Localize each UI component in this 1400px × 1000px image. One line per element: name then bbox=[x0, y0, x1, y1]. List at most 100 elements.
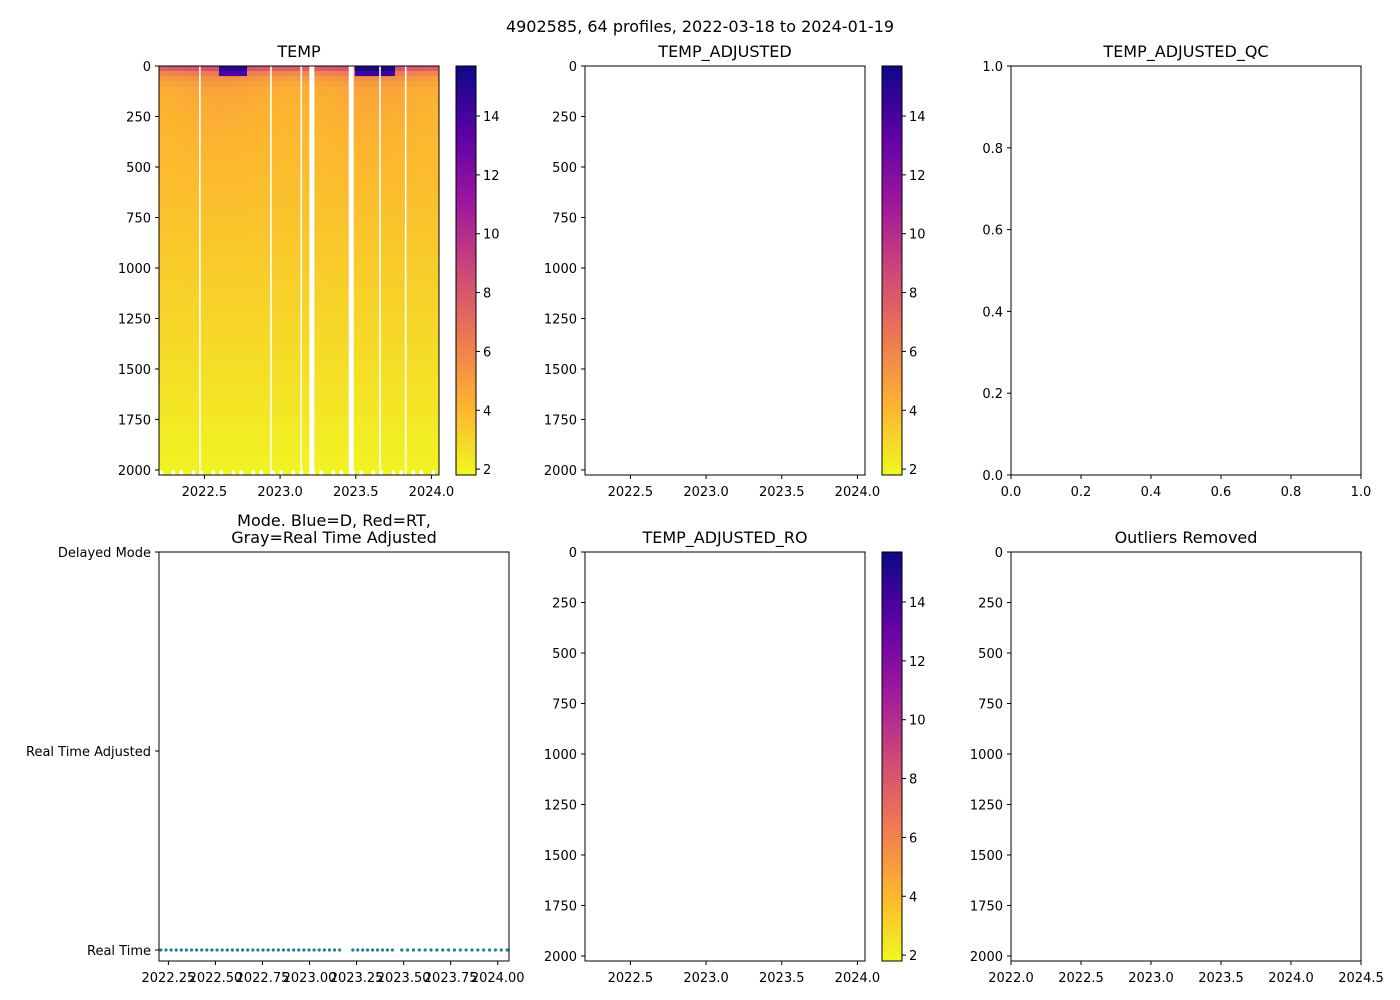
heatmap-cell bbox=[303, 298, 308, 304]
heatmap-cell bbox=[343, 247, 348, 254]
heatmap-cell bbox=[267, 288, 272, 294]
heatmap-cell bbox=[171, 252, 176, 259]
heatmap-cell bbox=[319, 363, 324, 370]
heatmap-cell bbox=[355, 202, 360, 208]
heatmap-cell bbox=[167, 121, 172, 128]
heatmap-cell bbox=[183, 182, 188, 188]
heatmap-cell bbox=[323, 394, 328, 400]
heatmap-cell bbox=[175, 91, 180, 97]
heatmap-cell bbox=[315, 469, 320, 475]
heatmap-cell bbox=[271, 358, 276, 365]
heatmap-cell bbox=[171, 207, 176, 214]
heatmap-cell bbox=[367, 459, 372, 466]
heatmap-cell bbox=[171, 348, 176, 355]
heatmap-cell bbox=[167, 409, 172, 416]
heatmap-cell bbox=[371, 283, 376, 289]
heatmap-cell bbox=[283, 469, 288, 475]
heatmap-cell bbox=[363, 166, 368, 173]
heatmap-cell bbox=[167, 308, 172, 315]
heatmap-cell bbox=[355, 161, 360, 168]
heatmap-cell bbox=[395, 96, 400, 102]
heatmap-cell bbox=[247, 424, 252, 431]
heatmap-cell bbox=[279, 212, 284, 219]
heatmap-cell bbox=[263, 96, 268, 102]
heatmap-cell bbox=[235, 464, 240, 471]
heatmap-cell bbox=[171, 161, 176, 168]
heatmap-cell bbox=[263, 111, 268, 118]
heatmap-cell bbox=[279, 358, 284, 365]
heatmap-cell bbox=[383, 278, 388, 284]
heatmap-cell bbox=[379, 374, 384, 380]
heatmap-cell bbox=[331, 197, 336, 203]
heatmap-cell bbox=[231, 379, 236, 385]
heatmap-cell bbox=[359, 177, 364, 183]
heatmap-cell bbox=[375, 439, 380, 446]
heatmap-cell bbox=[231, 338, 236, 345]
heatmap-cell bbox=[339, 136, 344, 143]
heatmap-cell bbox=[399, 217, 404, 224]
heatmap-cell bbox=[291, 257, 296, 264]
heatmap-cell bbox=[319, 257, 324, 264]
heatmap-cell bbox=[355, 166, 360, 173]
heatmap-cell bbox=[295, 333, 300, 340]
heatmap-cell bbox=[251, 101, 256, 107]
heatmap-cell bbox=[227, 363, 232, 370]
heatmap-cell bbox=[391, 374, 396, 380]
heatmap-cell bbox=[279, 172, 284, 178]
heatmap-cell bbox=[395, 469, 400, 475]
heatmap-cell bbox=[319, 141, 324, 148]
heatmap-cell bbox=[167, 424, 172, 431]
heatmap-cell bbox=[327, 459, 332, 466]
heatmap-cell bbox=[399, 81, 404, 87]
heatmap-cell bbox=[367, 374, 372, 380]
heatmap-cell bbox=[375, 81, 380, 87]
heatmap-cell bbox=[183, 313, 188, 320]
heatmap-cell bbox=[267, 151, 272, 158]
heatmap-cell bbox=[159, 409, 164, 416]
heatmap-cell bbox=[223, 379, 228, 385]
heatmap-cell bbox=[375, 363, 380, 370]
heatmap-cell bbox=[331, 374, 336, 380]
heatmap-cell bbox=[355, 374, 360, 380]
heatmap-cell bbox=[207, 363, 212, 370]
heatmap-cell bbox=[263, 419, 268, 426]
heatmap-cell bbox=[283, 293, 288, 299]
heatmap-cell bbox=[307, 182, 312, 188]
heatmap-cell bbox=[263, 459, 268, 466]
heatmap-cell bbox=[207, 338, 212, 345]
heatmap-cell bbox=[263, 434, 268, 441]
heatmap-cell bbox=[263, 424, 268, 431]
heatmap-cell bbox=[339, 308, 344, 315]
heatmap-cell bbox=[359, 459, 364, 466]
heatmap-cell bbox=[215, 419, 220, 426]
heatmap-cell bbox=[211, 394, 216, 400]
heatmap-cell bbox=[259, 363, 264, 370]
heatmap-cell bbox=[263, 444, 268, 451]
heatmap-cell bbox=[379, 338, 384, 345]
heatmap-cell bbox=[259, 464, 264, 471]
heatmap-cell bbox=[387, 96, 392, 102]
heatmap-cell bbox=[359, 91, 364, 97]
heatmap-cell bbox=[255, 187, 260, 193]
heatmap-cell bbox=[395, 273, 400, 279]
heatmap-cell bbox=[363, 172, 368, 178]
heatmap-cell bbox=[275, 237, 280, 244]
heatmap-cell bbox=[207, 288, 212, 294]
heatmap-cell bbox=[379, 126, 384, 133]
heatmap-cell bbox=[223, 288, 228, 294]
heatmap-cell bbox=[363, 273, 368, 279]
heatmap-cell bbox=[163, 399, 168, 405]
heatmap-cell bbox=[259, 419, 264, 426]
heatmap-cell bbox=[227, 207, 232, 214]
heatmap-cell bbox=[387, 217, 392, 224]
heatmap-cell bbox=[175, 182, 180, 188]
heatmap-cell bbox=[303, 192, 308, 198]
heatmap-cell bbox=[163, 338, 168, 345]
heatmap-cell bbox=[339, 151, 344, 158]
heatmap-cell bbox=[279, 217, 284, 224]
heatmap-cell bbox=[339, 444, 344, 451]
heatmap-cell bbox=[255, 434, 260, 441]
heatmap-cell bbox=[399, 404, 404, 410]
heatmap-cell bbox=[215, 368, 220, 375]
heatmap-cell bbox=[263, 257, 268, 264]
